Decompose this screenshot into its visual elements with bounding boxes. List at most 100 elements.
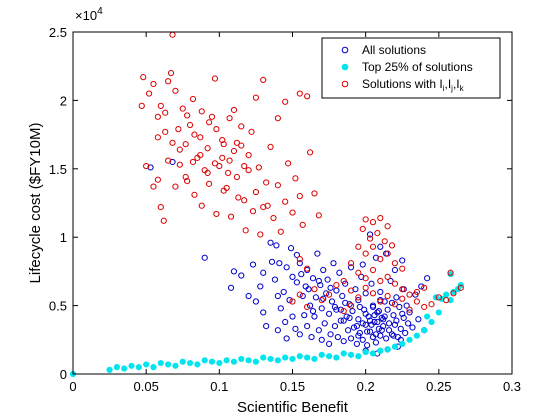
data-point (205, 180, 213, 187)
data-point (311, 355, 318, 363)
data-point (172, 87, 179, 94)
data-point (176, 161, 183, 168)
data-point (362, 310, 369, 317)
data-point (385, 327, 393, 334)
data-point (205, 119, 213, 126)
data-point (198, 202, 205, 209)
data-point (274, 357, 281, 364)
data-point (238, 123, 245, 130)
data-point (296, 260, 303, 267)
data-point (267, 239, 274, 246)
data-point (390, 312, 397, 319)
data-point (264, 202, 271, 209)
data-point (267, 355, 274, 363)
data-point (245, 357, 252, 364)
data-point (226, 115, 233, 122)
legend: All solutions Top 25% of solutions Solutio… (321, 37, 501, 99)
data-point (260, 354, 267, 361)
data-point (298, 271, 305, 278)
data-point (311, 286, 318, 293)
data-point (283, 264, 290, 271)
data-point (204, 145, 211, 152)
data-point (157, 204, 164, 211)
data-point (233, 139, 240, 146)
legend-label: Solutions with Ii,Ij,Ik (362, 77, 465, 93)
data-point (320, 295, 327, 302)
data-point (399, 295, 406, 302)
data-point (150, 364, 157, 371)
y-axis-multiplier: ×104 (75, 6, 103, 23)
data-point (369, 219, 377, 226)
y-tick-label: 2 (60, 93, 67, 108)
data-point (340, 338, 347, 345)
data-point (372, 339, 380, 346)
data-point (296, 331, 303, 338)
data-point (390, 332, 397, 339)
data-point (334, 333, 341, 341)
data-point (289, 313, 296, 320)
data-point (267, 143, 274, 151)
data-point (391, 321, 399, 328)
data-point (337, 306, 344, 313)
data-point (435, 294, 442, 301)
data-point (260, 309, 267, 316)
data-point (318, 305, 325, 312)
data-point (257, 231, 264, 238)
data-point (304, 265, 311, 272)
data-point (387, 277, 394, 285)
data-point (289, 209, 296, 216)
data-point (391, 280, 399, 287)
data-point (384, 223, 391, 230)
data-point (320, 266, 327, 274)
data-point (213, 126, 220, 133)
series-top-25-of-solutions (69, 271, 464, 378)
data-point (176, 146, 183, 153)
data-point (230, 358, 238, 365)
data-point (331, 303, 339, 311)
data-point (271, 276, 279, 283)
data-point (282, 318, 289, 326)
data-point (366, 231, 374, 238)
data-point (197, 134, 204, 141)
data-point (369, 266, 377, 274)
data-point (225, 169, 232, 177)
data-point (191, 191, 198, 198)
data-point (342, 299, 349, 306)
data-point (399, 286, 406, 293)
data-point (359, 225, 366, 233)
data-point (381, 238, 388, 245)
data-point (154, 176, 161, 183)
data-point (169, 31, 176, 38)
data-point (220, 141, 227, 148)
data-point (372, 331, 380, 338)
data-point (349, 307, 356, 315)
data-point (296, 291, 303, 298)
data-point (280, 288, 287, 296)
data-point (292, 325, 299, 332)
data-point (289, 298, 296, 305)
data-point (309, 275, 317, 282)
data-point (296, 193, 303, 200)
y-tick-label: 0.5 (49, 299, 67, 314)
x-tick-label: 0.2 (357, 379, 375, 394)
data-point (355, 316, 362, 323)
data-point (135, 364, 142, 371)
data-point (380, 323, 387, 330)
data-point (317, 281, 324, 289)
data-point (227, 284, 235, 291)
data-point (327, 331, 334, 338)
data-point (245, 167, 252, 174)
legend-box (321, 37, 501, 99)
data-point (252, 298, 260, 305)
data-point (140, 74, 147, 81)
data-point (378, 314, 385, 322)
data-point (368, 321, 375, 328)
data-point (285, 160, 292, 167)
data-point (263, 179, 270, 186)
data-point (325, 340, 333, 348)
data-point (145, 90, 153, 97)
data-point (274, 182, 281, 189)
data-point (371, 312, 378, 319)
data-point (369, 350, 377, 357)
data-point (421, 303, 428, 311)
